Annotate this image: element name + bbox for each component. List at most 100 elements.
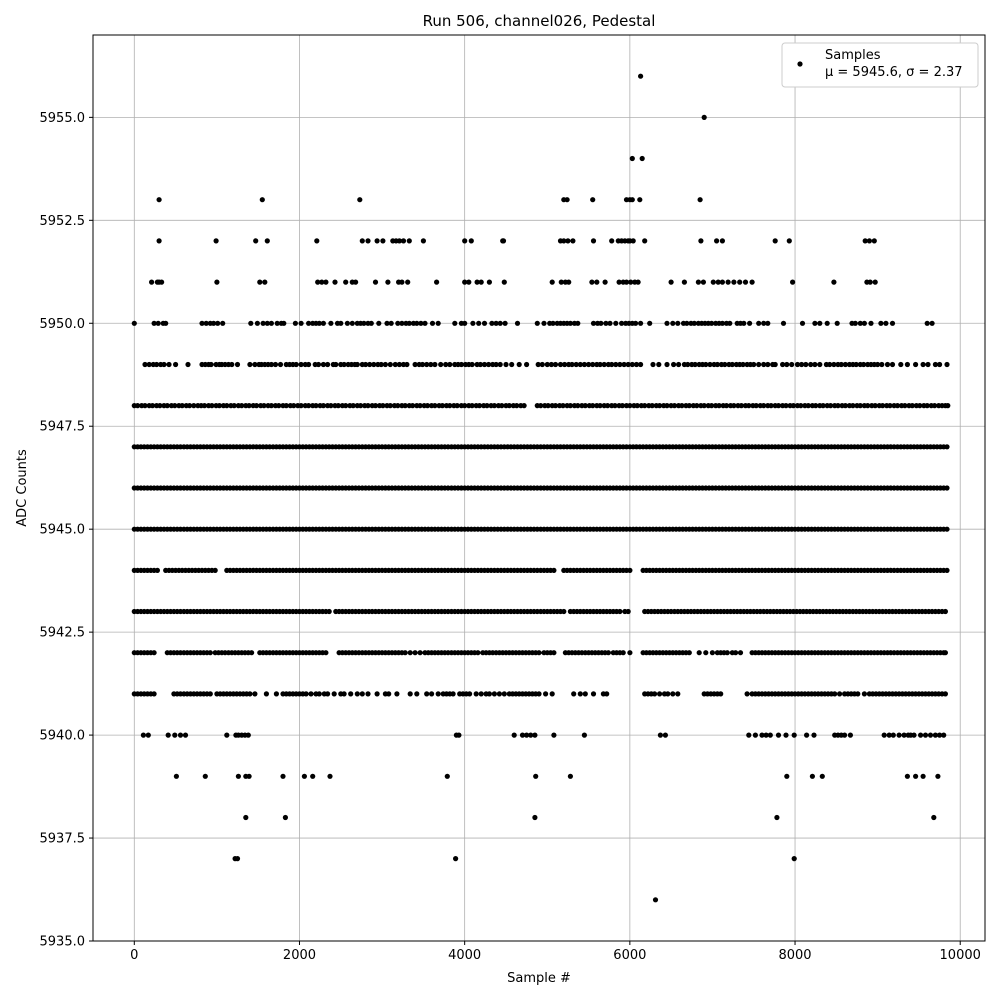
data-point: [248, 320, 254, 326]
data-point: [306, 320, 312, 326]
data-point: [428, 361, 434, 368]
data-point: [567, 403, 574, 409]
data-point: [551, 650, 557, 656]
data-point: [239, 403, 245, 409]
data-point: [407, 691, 413, 697]
data-point: [473, 691, 479, 697]
data-point: [852, 320, 858, 326]
data-point: [298, 320, 304, 326]
data-point: [234, 361, 241, 368]
data-point: [761, 361, 767, 368]
data-point: [486, 279, 492, 285]
data-point: [571, 691, 577, 697]
data-point: [808, 361, 814, 368]
data-point: [664, 320, 670, 326]
data-point: [247, 361, 253, 368]
data-point: [156, 238, 162, 244]
data-point: [768, 403, 774, 409]
legend-box: [781, 42, 979, 88]
data-point: [203, 320, 209, 326]
data-point: [191, 403, 197, 409]
data-point: [215, 320, 221, 326]
data-point: [323, 279, 329, 285]
data-point: [350, 403, 356, 409]
data-point: [889, 361, 896, 368]
data-point: [944, 444, 950, 450]
data-point: [320, 403, 326, 409]
data-point: [443, 361, 449, 368]
data-point: [211, 320, 217, 326]
data-point: [613, 361, 619, 368]
data-point: [326, 608, 332, 615]
data-point: [310, 773, 316, 779]
data-point: [634, 403, 640, 409]
data-point: [799, 320, 806, 326]
plot-area-frame: [92, 34, 986, 942]
data-point: [692, 361, 698, 368]
x-axis-ticks: 0 2000 4000 6000 8000 10000: [130, 941, 981, 963]
data-point: [686, 403, 692, 409]
data-point: [561, 238, 567, 244]
data-point: [551, 567, 557, 574]
data-point: [741, 320, 747, 326]
data-point: [371, 361, 377, 368]
data-point: [649, 403, 655, 409]
data-point: [354, 691, 360, 697]
data-point: [268, 361, 274, 368]
data-point: [605, 650, 612, 656]
data-point: [469, 403, 475, 409]
data-point: [944, 485, 950, 491]
data-point: [142, 403, 148, 409]
data-point: [590, 238, 597, 244]
data-point: [497, 320, 503, 326]
data-point: [887, 403, 893, 409]
data-point: [363, 361, 369, 368]
data-point: [668, 279, 674, 285]
x-tick-label: 2000: [283, 948, 316, 963]
data-point: [798, 403, 804, 409]
data-point: [462, 320, 468, 326]
data-point: [315, 361, 322, 368]
data-point: [539, 361, 545, 368]
data-point: [497, 361, 503, 368]
data-point: [231, 403, 237, 409]
data-point: [594, 279, 600, 285]
data-point: [376, 320, 382, 326]
data-point: [478, 279, 484, 285]
data-point: [382, 361, 388, 368]
data-point: [738, 403, 745, 409]
data-point: [817, 361, 823, 368]
data-point: [316, 320, 322, 326]
data-point: [898, 361, 904, 368]
data-point: [790, 279, 796, 285]
data-point: [857, 320, 863, 326]
data-point: [695, 279, 702, 285]
data-point: [941, 732, 947, 738]
data-point: [909, 403, 915, 409]
data-point: [625, 608, 631, 615]
data-point: [387, 361, 393, 368]
data-point: [549, 279, 555, 285]
data-point: [586, 361, 592, 368]
data-point: [749, 279, 755, 285]
data-point: [701, 114, 707, 120]
data-point: [202, 773, 208, 779]
data-point: [904, 773, 911, 779]
data-point: [214, 279, 220, 285]
data-point: [550, 320, 556, 326]
data-point: [151, 320, 157, 326]
data-point: [155, 320, 161, 326]
data-point: [263, 691, 269, 697]
data-point: [213, 238, 219, 244]
data-point: [775, 732, 782, 738]
data-point: [514, 403, 520, 409]
data-point: [935, 773, 941, 779]
data-point: [303, 691, 309, 697]
data-point: [628, 279, 634, 285]
y-axis-label: ADC Counts: [15, 449, 30, 527]
data-point: [163, 320, 169, 326]
data-point: [474, 279, 480, 285]
data-point: [603, 320, 609, 326]
